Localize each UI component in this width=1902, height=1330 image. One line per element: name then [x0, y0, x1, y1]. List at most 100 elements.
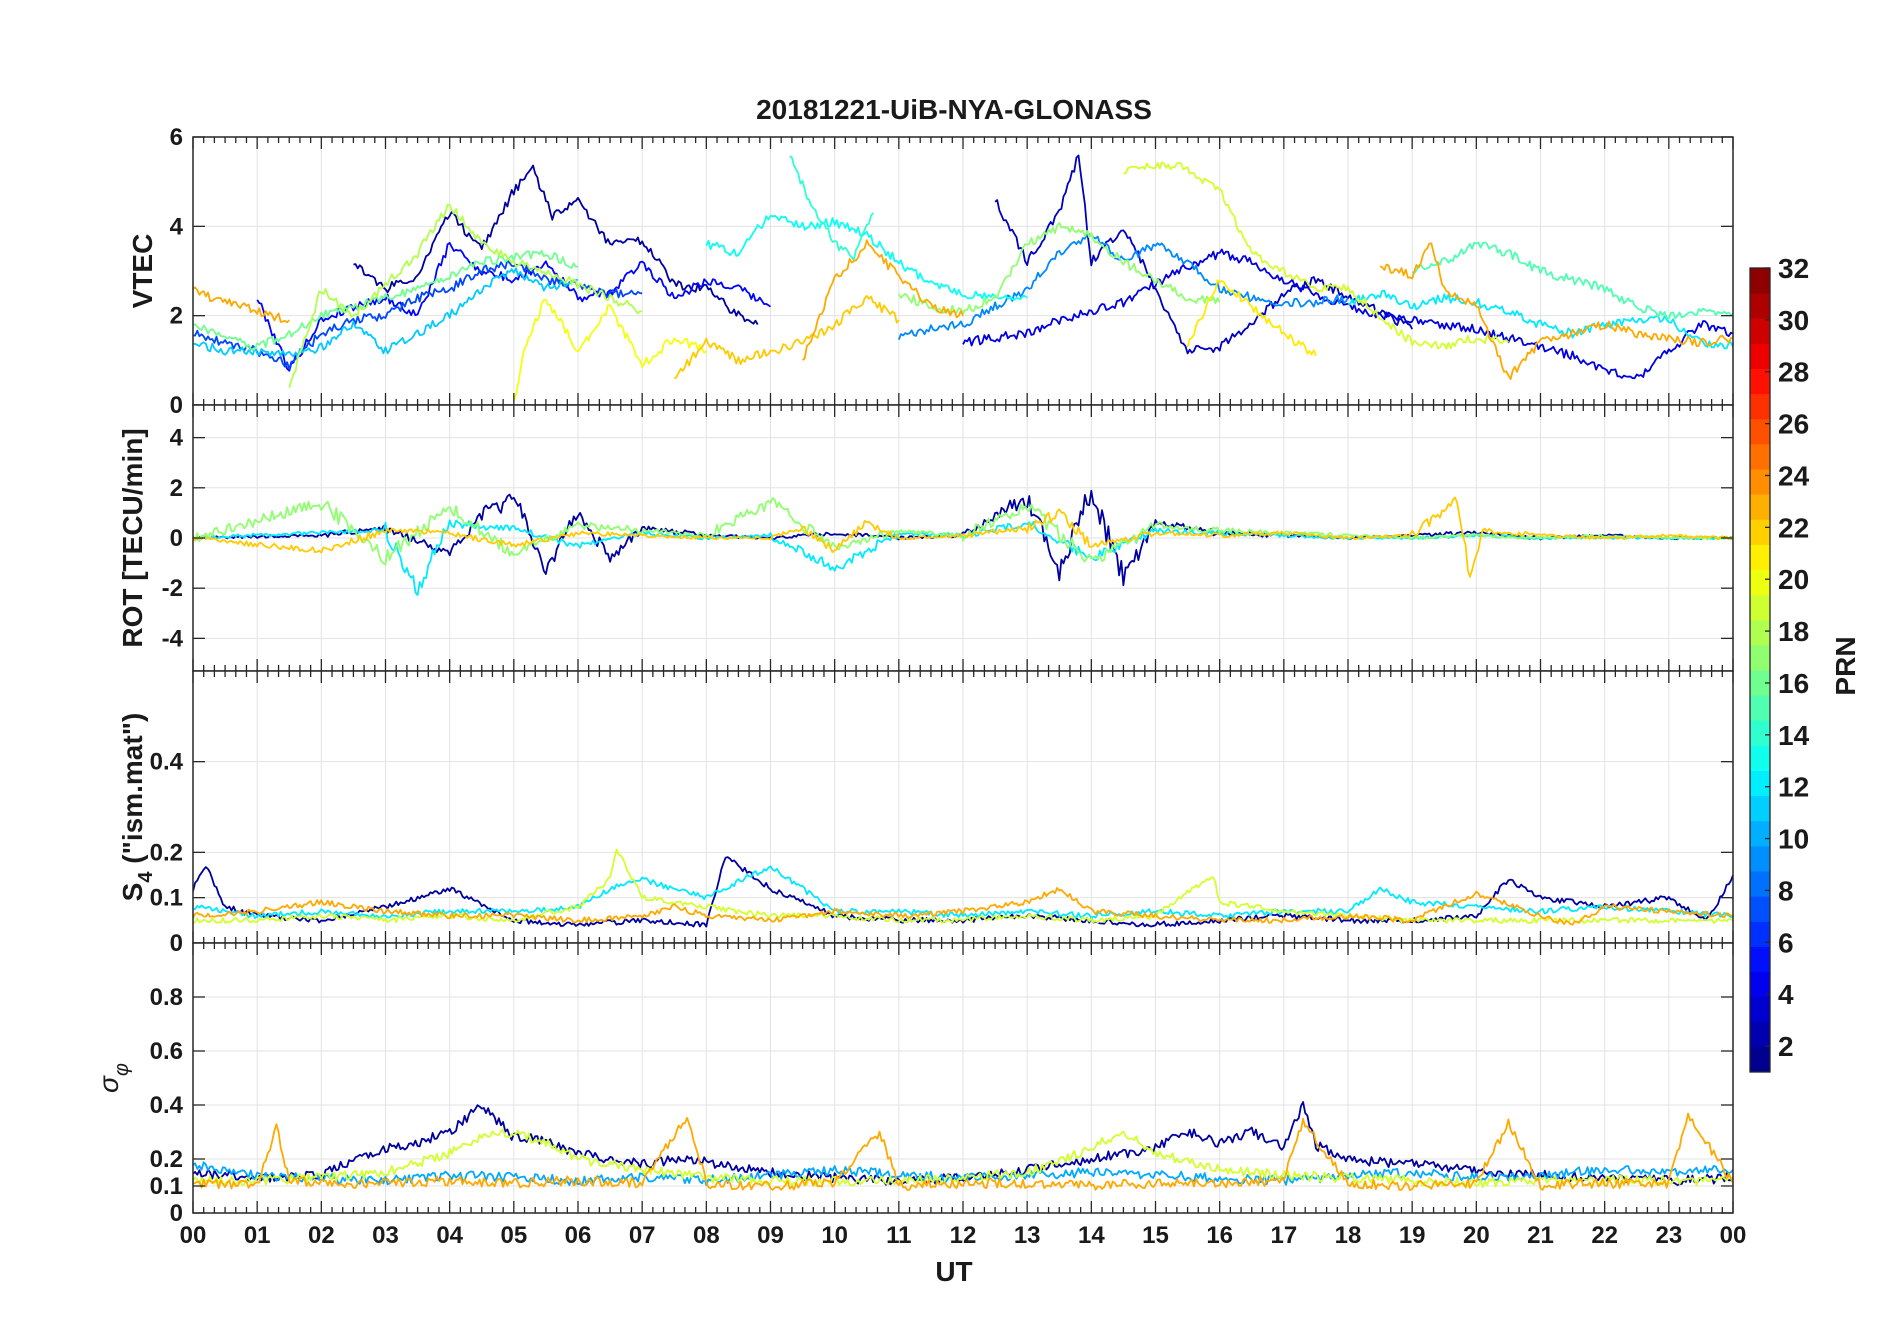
x-tick-label: 09 [757, 1222, 784, 1249]
series-line-prn-19 [193, 1128, 1733, 1189]
y-tick-label: 0.4 [150, 749, 184, 776]
x-tick-label: 22 [1591, 1222, 1618, 1249]
series-line-prn-2 [353, 164, 759, 326]
colorbar-segment [1750, 443, 1770, 470]
series-line-prn-10 [193, 1161, 1733, 1187]
x-tick-label: 14 [1078, 1222, 1105, 1249]
series-line-prn-19 [1123, 161, 1510, 350]
y-tick-label: 0.6 [150, 1038, 183, 1065]
x-tick-label: 17 [1270, 1222, 1297, 1249]
colorbar-segment [1750, 996, 1770, 1023]
series-line-prn-12 [1347, 289, 1733, 350]
colorbar-segment [1750, 519, 1770, 545]
y-tick-label: 2 [170, 303, 183, 330]
colorbar-tick-label: 10 [1778, 824, 1809, 855]
colorbar-tick-label: 32 [1778, 253, 1809, 284]
colorbar-tick-label: 28 [1778, 357, 1809, 388]
colorbar-tick-label: 24 [1778, 460, 1810, 491]
series-group [193, 154, 1733, 402]
colorbar-tick-label: 26 [1778, 409, 1809, 440]
colorbar-label: PRN [1830, 636, 1861, 695]
x-tick-label: 04 [436, 1222, 463, 1249]
y-tick-label: 6 [170, 124, 183, 151]
x-tick-label: 08 [693, 1222, 720, 1249]
x-tick-label: 21 [1527, 1222, 1554, 1249]
y-axis-label: VTEC [127, 234, 158, 309]
colorbar-segment [1750, 820, 1770, 847]
colorbar-segment [1750, 293, 1770, 319]
x-tick-label: 20 [1463, 1222, 1490, 1249]
y-tick-label: 0.2 [150, 839, 183, 866]
colorbar-segment [1750, 871, 1770, 897]
series-line-prn-23 [193, 887, 1733, 926]
colorbar-segment [1750, 318, 1770, 344]
series-line-prn-22 [673, 294, 900, 380]
y-tick-label: -2 [162, 575, 183, 602]
series-line-prn-2 [193, 856, 1733, 928]
colorbar-segment [1750, 619, 1770, 646]
y-tick-label: 4 [170, 213, 184, 240]
chart-title: 20181221-UiB-NYA-GLONASS [756, 94, 1152, 125]
series-line-prn-22 [193, 496, 1733, 578]
y-axis-label: S4 ("ism.mat") [117, 713, 157, 902]
series-line-prn-13 [705, 214, 1028, 301]
x-tick-label: 10 [821, 1222, 848, 1249]
panel-frame [192, 942, 1734, 1214]
series-line-prn-7 [193, 259, 643, 370]
colorbar-segment [1750, 1046, 1770, 1073]
colorbar-tick-label: 20 [1778, 564, 1809, 595]
colorbar-segment [1750, 268, 1770, 294]
colorbar-segment [1750, 896, 1770, 922]
colorbar-tick-label: 30 [1778, 305, 1809, 336]
x-tick-label: 06 [565, 1222, 592, 1249]
x-tick-label: 02 [308, 1222, 335, 1249]
colorbar-segment [1750, 1021, 1770, 1048]
colorbar-segment [1750, 343, 1770, 369]
x-tick-label: 16 [1206, 1222, 1233, 1249]
colorbar-frame [1749, 267, 1771, 1073]
series-line-prn-12 [193, 865, 1733, 920]
x-tick-label: 00 [180, 1222, 207, 1249]
series-line-prn-23 [193, 1112, 1733, 1191]
colorbar-tick-label: 12 [1778, 772, 1809, 803]
series-group [193, 848, 1733, 928]
x-axis: 00 01 02 03 04 05 06 07 08 09 10 11 12 13 14 15 16 17 18 19… [180, 1222, 1747, 1249]
series-line-prn-11 [193, 267, 579, 359]
colorbar-segment [1750, 921, 1770, 947]
x-tick-label: 13 [1014, 1222, 1041, 1249]
x-tick-label: 23 [1655, 1222, 1682, 1249]
y-axis-label: σφ [93, 1063, 133, 1093]
x-tick-label: 00 [1720, 1222, 1747, 1249]
x-tick-label: 03 [372, 1222, 399, 1249]
colorbar-tick-label: 4 [1778, 979, 1794, 1010]
colorbar-segment [1750, 594, 1770, 621]
colorbar-segment [1750, 469, 1770, 495]
colorbar-segment [1750, 368, 1770, 395]
series-line-prn-23 [1379, 242, 1733, 381]
colorbar-segment [1750, 845, 1770, 872]
x-axis-label: UT [935, 1256, 972, 1287]
colorbar-segment [1750, 494, 1770, 520]
y-tick-label: 4 [170, 425, 184, 452]
colorbar-segment [1750, 670, 1770, 696]
series-line-prn-5 [256, 241, 772, 372]
colorbar-segment [1750, 569, 1770, 596]
colorbar-tick-label: 18 [1778, 616, 1809, 647]
series-line-prn-3 [994, 154, 1413, 355]
colorbar-segment [1750, 720, 1770, 746]
x-tick-label: 11 [886, 1222, 911, 1249]
series-line-prn-14 [789, 155, 874, 261]
y-tick-label: 0.4 [150, 1092, 184, 1119]
colorbar-segment [1750, 695, 1770, 721]
series-line-prn-20 [512, 298, 707, 402]
y-tick-label: 0 [170, 930, 183, 957]
x-tick-label: 18 [1335, 1222, 1362, 1249]
series-line-prn-17 [193, 496, 1733, 566]
x-tick-label: 05 [500, 1222, 527, 1249]
series-line-prn-9 [897, 233, 1349, 341]
series-line-prn-23 [193, 286, 290, 324]
colorbar-segment [1750, 770, 1770, 797]
